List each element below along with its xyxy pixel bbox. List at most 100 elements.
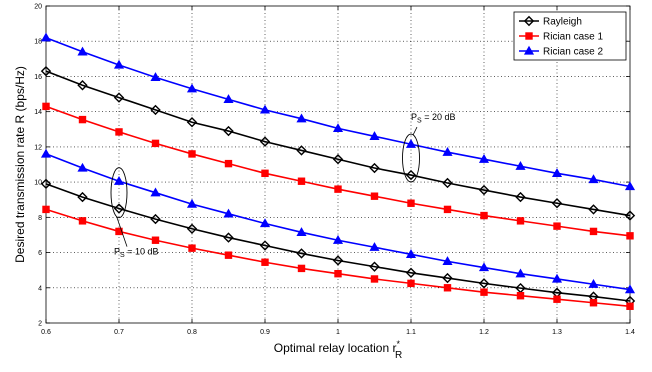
y-tick-label: 6 — [38, 250, 42, 257]
data-point — [515, 268, 526, 278]
data-point — [405, 169, 417, 181]
data-point — [259, 240, 271, 251]
y-tick-label: 12 — [34, 144, 42, 151]
data-point — [188, 244, 196, 252]
series-rician-case-1-20dB — [42, 102, 634, 240]
data-point — [553, 295, 561, 303]
x-axis-label: Optimal relay location r* R — [274, 339, 402, 361]
x-tick-label: 0.9 — [260, 329, 270, 336]
data-point — [369, 162, 380, 174]
data-point — [223, 94, 234, 103]
data-point — [626, 302, 634, 310]
y-tick-label: 8 — [38, 215, 42, 222]
data-point — [480, 211, 488, 220]
data-point — [588, 204, 599, 215]
data-point — [369, 261, 380, 272]
data-point — [77, 162, 88, 172]
data-point — [151, 139, 160, 148]
data-point — [78, 115, 87, 124]
data-point — [40, 65, 52, 77]
data-point — [442, 272, 453, 284]
y-tick-label: 4 — [38, 285, 42, 292]
data-point — [261, 258, 269, 266]
data-point — [42, 205, 50, 214]
data-point — [259, 104, 271, 114]
data-point — [407, 279, 415, 288]
legend-label: Rician case 1 — [543, 32, 603, 43]
data-point — [332, 235, 344, 244]
data-point — [296, 248, 307, 259]
data-point — [370, 275, 379, 283]
data-point — [223, 232, 234, 243]
data-point — [150, 187, 161, 197]
data-point — [42, 102, 50, 111]
data-point — [296, 145, 307, 156]
y-axis-label: Desired transmission rate R (bps/Hz) — [13, 66, 27, 263]
data-point — [478, 154, 490, 163]
legend-item-rician-case-1: Rician case 1 — [519, 32, 603, 43]
legend: Rayleigh Rician case 1 Rician case 2 — [513, 11, 627, 61]
data-point — [370, 192, 379, 200]
legend-label: Rician case 2 — [543, 47, 603, 58]
x-tick-label: 1.4 — [625, 329, 635, 336]
data-point — [515, 161, 526, 170]
data-point — [334, 269, 342, 278]
data-point — [443, 205, 452, 214]
data-point — [259, 136, 271, 147]
data-point — [78, 217, 87, 225]
data-point — [588, 174, 599, 184]
data-point — [405, 249, 417, 258]
data-point — [442, 256, 453, 266]
data-point — [223, 125, 234, 137]
data-point — [624, 181, 636, 191]
data-point — [480, 288, 488, 296]
x-tick-label: 0.8 — [187, 329, 197, 336]
data-point — [516, 292, 525, 300]
data-point — [224, 159, 233, 168]
data-point — [369, 131, 380, 140]
data-point — [516, 217, 525, 225]
data-point — [443, 284, 452, 292]
data-point — [40, 178, 52, 190]
data-point — [150, 213, 161, 225]
series-rician-case-1-10dB — [42, 205, 634, 310]
data-point — [115, 227, 123, 236]
data-point — [188, 150, 196, 158]
y-tick-label: 2 — [38, 321, 42, 328]
data-point — [332, 154, 344, 165]
data-point — [186, 223, 198, 234]
data-point — [442, 146, 453, 156]
data-point — [589, 299, 598, 307]
data-point — [150, 72, 161, 81]
y-tick-label: 10 — [34, 180, 42, 187]
data-point — [588, 279, 599, 288]
data-point — [150, 104, 161, 116]
legend-marker — [525, 32, 533, 40]
data-point — [115, 128, 123, 136]
data-point — [589, 227, 598, 236]
data-point — [551, 198, 563, 209]
data-point — [224, 251, 233, 259]
annotation-ps-10db: PS = 10 dB — [114, 247, 158, 260]
legend-marker — [523, 45, 535, 55]
series-rician-case-2-10dB — [40, 148, 636, 294]
data-point — [186, 83, 198, 93]
ellipse-ps-20db — [402, 133, 420, 183]
annotation-ps-20db: PS = 20 dB — [411, 112, 455, 125]
data-point — [478, 278, 490, 289]
ellipse-ps-10db — [110, 167, 128, 219]
x-tick-label: 1.1 — [406, 329, 416, 336]
data-point — [332, 255, 344, 266]
data-point — [113, 176, 125, 185]
data-point — [296, 113, 307, 123]
data-point — [296, 227, 307, 236]
annotation-pointer — [412, 126, 418, 136]
series-rician-case-2-20dB — [40, 32, 636, 191]
annotation-pointer — [116, 217, 128, 247]
data-point — [40, 148, 52, 158]
series-rayleigh-20dB — [40, 65, 636, 221]
data-point — [515, 191, 526, 203]
legend-label: Rayleigh — [543, 17, 582, 28]
data-point — [151, 236, 160, 244]
